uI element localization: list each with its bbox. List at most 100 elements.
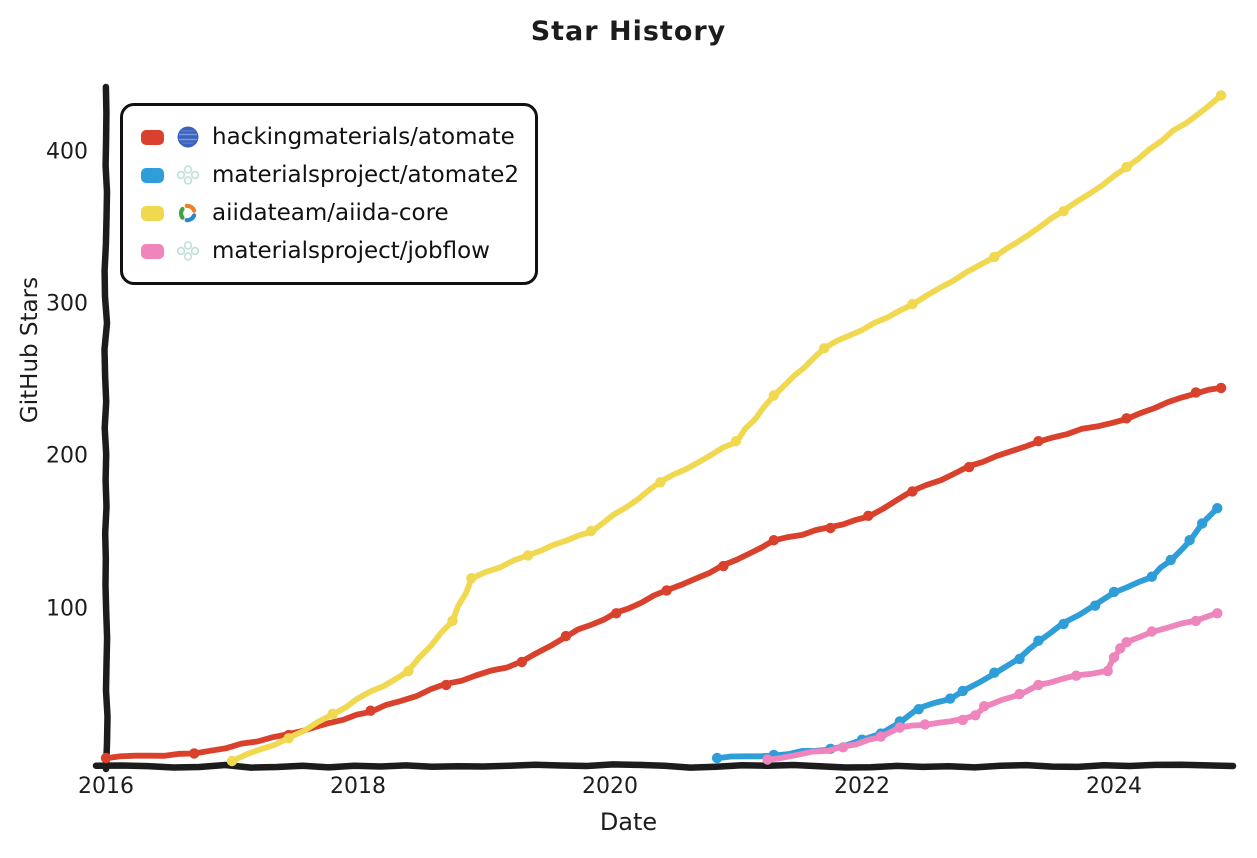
- series-points-aiidateam-aiida-core: [226, 90, 1227, 767]
- data-point: [1058, 618, 1069, 630]
- data-point: [718, 560, 729, 572]
- y-tick-label: 300: [46, 291, 88, 317]
- legend-label: aiidateam/aiida-core: [212, 200, 449, 226]
- data-point: [1071, 670, 1082, 681]
- data-point: [189, 748, 200, 759]
- data-point: [611, 608, 622, 619]
- data-point: [661, 585, 672, 596]
- chart-title: Star History: [530, 16, 727, 47]
- y-tick-label: 400: [46, 139, 88, 165]
- data-point: [837, 742, 849, 753]
- data-point: [447, 615, 458, 627]
- y-axis-line: [101, 83, 111, 773]
- aiida-avatar: [176, 201, 200, 225]
- legend-color-swatch: [141, 205, 164, 221]
- series-points-materialsproject-jobflow: [762, 608, 1223, 765]
- data-point: [762, 754, 773, 765]
- data-point: [730, 436, 742, 447]
- x-tick-label: 2022: [834, 774, 890, 799]
- data-point: [1165, 554, 1176, 566]
- legend: hackingmaterials/atomate materialsproject…: [120, 103, 538, 285]
- series-line-hackingmaterials-atomate: [103, 385, 1224, 762]
- x-tick-label: 2020: [582, 774, 638, 799]
- data-point: [970, 710, 981, 721]
- data-point: [1108, 586, 1120, 598]
- materialsproject-avatar: [176, 239, 200, 263]
- data-point: [365, 705, 376, 716]
- legend-label: hackingmaterials/atomate: [212, 124, 515, 150]
- globe-avatar: [176, 125, 200, 149]
- data-point: [957, 685, 968, 697]
- data-point: [863, 510, 874, 521]
- data-point: [655, 477, 666, 488]
- legend-color-swatch: [141, 129, 164, 145]
- data-point: [560, 630, 572, 642]
- data-point: [403, 665, 414, 677]
- data-point: [1212, 608, 1223, 619]
- data-point: [283, 733, 294, 744]
- data-point: [516, 656, 527, 668]
- legend-item-hackingmaterials-atomate: hackingmaterials/atomate: [141, 118, 517, 156]
- data-point: [919, 719, 931, 730]
- data-point: [585, 525, 597, 537]
- data-point: [989, 251, 1000, 263]
- data-point: [1146, 571, 1158, 582]
- data-point: [875, 731, 887, 742]
- data-point: [945, 693, 956, 704]
- data-point: [963, 461, 975, 473]
- data-point: [768, 390, 779, 401]
- x-tick-label: 2016: [78, 774, 134, 799]
- series-points-hackingmaterials-atomate: [100, 382, 1227, 764]
- data-point: [1121, 161, 1132, 173]
- data-point: [1108, 652, 1120, 663]
- data-point: [711, 752, 723, 764]
- data-point: [1121, 413, 1132, 424]
- y-tick-label: 200: [46, 443, 88, 469]
- data-point: [1197, 518, 1208, 529]
- legend-item-materialsproject-jobflow: materialsproject/jobflow: [141, 232, 517, 270]
- y-tick-label: 100: [46, 596, 88, 622]
- legend-label: materialsproject/atomate2: [212, 162, 520, 188]
- materialsproject-avatar: [176, 163, 200, 187]
- x-axis-line: [92, 761, 1237, 771]
- data-point: [1033, 635, 1044, 646]
- data-point: [1146, 626, 1158, 637]
- data-point: [1033, 679, 1044, 691]
- data-point: [1190, 387, 1202, 398]
- x-tick-label: 2024: [1086, 774, 1142, 799]
- data-point: [957, 714, 968, 726]
- legend-label: materialsproject/jobflow: [212, 238, 490, 264]
- data-point: [1089, 600, 1101, 611]
- data-point: [819, 343, 830, 354]
- data-point: [100, 752, 112, 764]
- data-point: [907, 486, 918, 497]
- data-point: [1102, 665, 1113, 677]
- data-point: [907, 298, 918, 310]
- data-point: [1215, 382, 1227, 394]
- data-point: [1033, 436, 1044, 447]
- data-point: [441, 679, 452, 691]
- series-line-materialsproject-jobflow: [764, 610, 1221, 763]
- data-point: [226, 755, 238, 767]
- x-axis-label: Date: [599, 808, 658, 836]
- data-point: [327, 708, 338, 719]
- data-point: [913, 704, 924, 715]
- data-point: [1058, 206, 1069, 217]
- legend-color-swatch: [141, 243, 164, 259]
- data-point: [825, 522, 836, 534]
- data-point: [979, 701, 990, 712]
- data-point: [1184, 535, 1195, 546]
- data-point: [1212, 503, 1223, 514]
- data-point: [989, 667, 1000, 678]
- legend-item-materialsproject-atomate2: materialsproject/atomate2: [141, 156, 520, 194]
- data-point: [768, 535, 779, 546]
- legend-color-swatch: [141, 167, 164, 183]
- data-point: [1215, 90, 1227, 101]
- data-point: [894, 722, 905, 733]
- data-point: [1190, 615, 1202, 627]
- data-point: [466, 573, 477, 584]
- x-tick-label: 2018: [330, 774, 386, 799]
- data-point: [522, 550, 534, 561]
- data-point: [1121, 637, 1132, 648]
